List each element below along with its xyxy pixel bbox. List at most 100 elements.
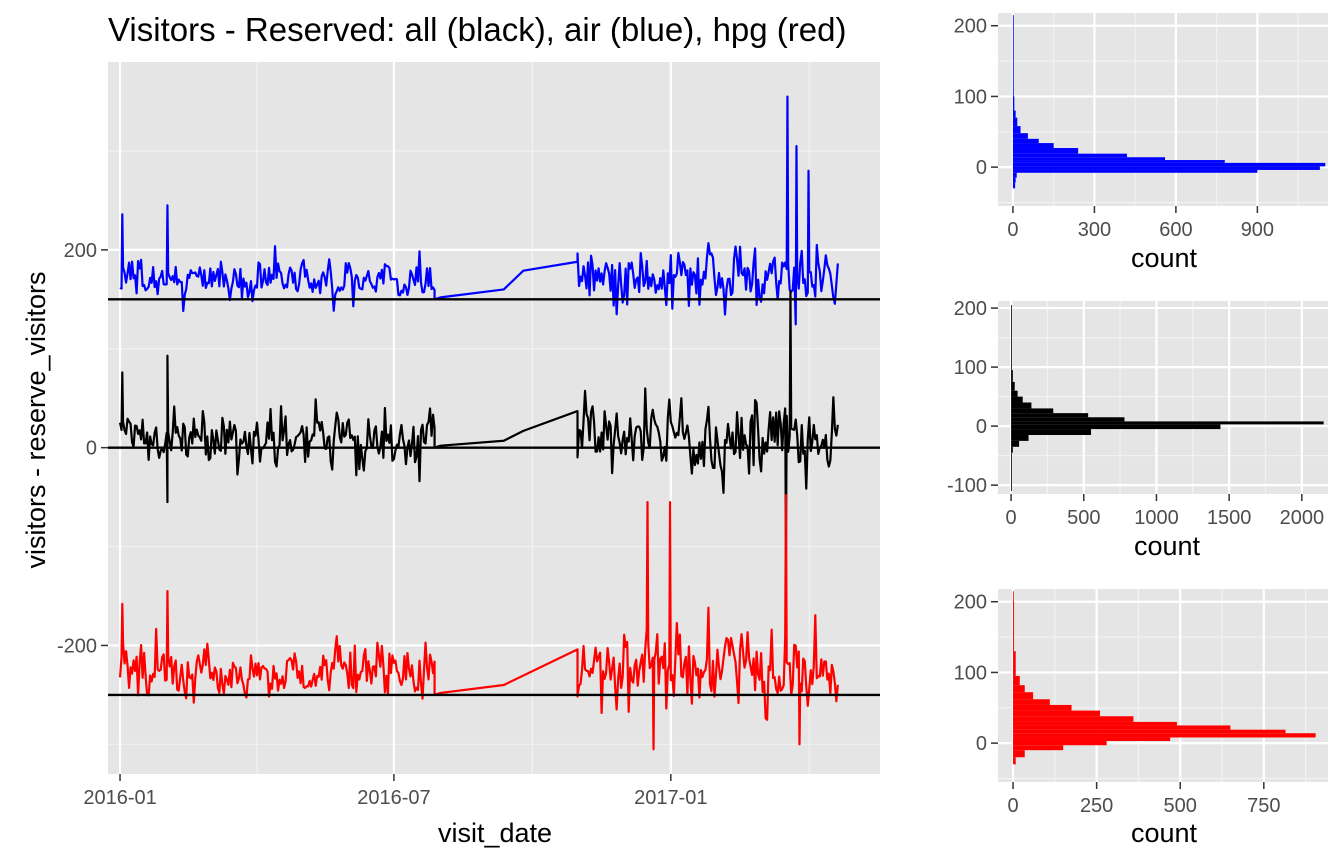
histogram-bar	[1011, 381, 1015, 391]
histogram-bar	[1012, 138, 1039, 144]
histogram-bar	[1011, 402, 1032, 409]
histogram-y-tick-label: 200	[954, 298, 987, 320]
histogram-bar	[1013, 692, 1034, 700]
histogram-bar	[1011, 429, 1092, 435]
histogram-y-tick-label: 200	[954, 592, 987, 614]
histogram-y-tick-label: 0	[976, 157, 987, 179]
histogram-x-tick-label: 0	[1007, 219, 1018, 241]
main-x-axis-title: visit_date	[438, 818, 552, 848]
histogram-y-tick-label: 200	[954, 16, 987, 38]
histogram-bar	[1013, 740, 1107, 746]
histogram-bar	[1013, 591, 1014, 602]
main-x-tick-label: 2016-01	[83, 787, 156, 809]
histogram-bar	[1013, 710, 1100, 717]
hpg-histogram: 0 250 500 750 200 100 0	[954, 589, 1328, 817]
histogram-y-tick-label: 100	[954, 357, 987, 379]
histogram-bar	[1013, 704, 1072, 711]
histogram-y-tick-label: 0	[976, 733, 987, 755]
histogram-x-tick-label: 250	[1080, 795, 1113, 817]
histogram-x-tick-label: 2000	[1280, 507, 1325, 529]
histogram-bar	[1011, 370, 1013, 382]
all-histogram-x-axis-title: count	[1134, 531, 1201, 561]
histogram-bar	[1012, 172, 1017, 178]
histogram-bar	[1012, 169, 1258, 173]
histogram-x-tick-label: 0	[1006, 507, 1017, 529]
main-y-axis-title: visitors - reserve_visitors	[21, 271, 51, 568]
histogram-x-tick-label: 0	[1007, 795, 1018, 817]
histogram-x-tick-label: 500	[1067, 507, 1100, 529]
histogram-bar	[1011, 421, 1324, 425]
main-x-tick-label: 2017-01	[634, 787, 707, 809]
histogram-bar	[1012, 143, 1054, 149]
histogram-bar	[1012, 160, 1225, 163]
histogram-bar	[1013, 750, 1025, 758]
histogram-bar	[1011, 417, 1125, 422]
histogram-bar	[1013, 757, 1016, 765]
histogram-bar	[1013, 675, 1020, 686]
histogram-bar	[1013, 725, 1231, 730]
series-line-air	[119, 95, 839, 326]
histogram-bar	[1011, 408, 1054, 414]
histogram-x-tick-label: 500	[1164, 795, 1197, 817]
histogram-bar	[1012, 148, 1079, 154]
histogram-bar	[1012, 110, 1016, 118]
histogram-panel	[998, 13, 1328, 206]
main-plot-panel	[108, 62, 880, 774]
histogram-bar	[1011, 396, 1023, 403]
histogram-bar	[1011, 305, 1012, 338]
histogram-bar	[1012, 177, 1016, 183]
histogram-bar	[1013, 699, 1050, 705]
histogram-y-tick-label: -100	[947, 475, 987, 497]
air-histogram-x-axis-title: count	[1131, 243, 1198, 273]
histogram-bar	[1012, 25, 1014, 69]
hpg-histogram-x-axis-title: count	[1131, 818, 1198, 848]
histogram-bar	[1013, 651, 1016, 676]
main-chart: 2016-01 2016-07 2017-01 200 0 -200	[57, 62, 880, 809]
histogram-bar	[1011, 424, 1221, 430]
histogram-bar	[1013, 685, 1025, 693]
histogram-bar	[1011, 337, 1012, 371]
histogram-bar	[1013, 729, 1286, 734]
histogram-bar	[1012, 96, 1015, 111]
histogram-x-tick-label: 600	[1159, 219, 1192, 241]
histogram-bar	[1012, 153, 1128, 158]
histogram-bar	[1013, 601, 1015, 652]
histogram-bar	[1012, 126, 1021, 134]
histogram-bar	[1011, 390, 1018, 397]
histogram-bar	[1013, 716, 1134, 722]
histogram-y-tick-label: 0	[976, 416, 987, 438]
histogram-bar	[1012, 117, 1018, 127]
histogram-x-tick-label: 900	[1241, 219, 1274, 241]
histogram-bar	[1011, 413, 1089, 418]
main-x-tick-label: 2016-07	[357, 787, 430, 809]
histogram-bar	[1012, 15, 1014, 26]
main-y-tick-label: 0	[86, 438, 97, 460]
histogram-bar	[1013, 733, 1316, 738]
histogram-x-tick-label: 300	[1078, 219, 1111, 241]
histogram-bar	[1012, 182, 1016, 189]
histogram-panel	[998, 301, 1328, 494]
histogram-bar	[1012, 68, 1014, 97]
histogram-bar	[1011, 440, 1020, 447]
histogram-bar	[1011, 446, 1013, 453]
histogram-bar	[1011, 452, 1012, 492]
histogram-y-tick-label: 100	[954, 86, 987, 108]
histogram-bar	[1011, 434, 1029, 441]
histogram-bar	[1012, 166, 1320, 170]
main-y-tick-label: -200	[57, 635, 97, 657]
histogram-x-tick-label: 1500	[1207, 507, 1252, 529]
histogram-bar	[1012, 162, 1326, 167]
histogram-bar	[1013, 721, 1177, 726]
main-title: Visitors - Reserved: all (black), air (b…	[108, 11, 846, 48]
series-line-hpg	[118, 494, 839, 751]
histogram-x-tick-label: 750	[1247, 795, 1280, 817]
histogram-y-tick-label: 100	[954, 662, 987, 684]
histogram-bar	[1012, 157, 1166, 161]
histogram-bar	[1012, 133, 1028, 139]
main-y-tick-label: 200	[64, 240, 97, 262]
histogram-bar	[1013, 737, 1171, 741]
histogram-panel	[998, 589, 1328, 782]
histogram-bar	[1013, 745, 1064, 751]
